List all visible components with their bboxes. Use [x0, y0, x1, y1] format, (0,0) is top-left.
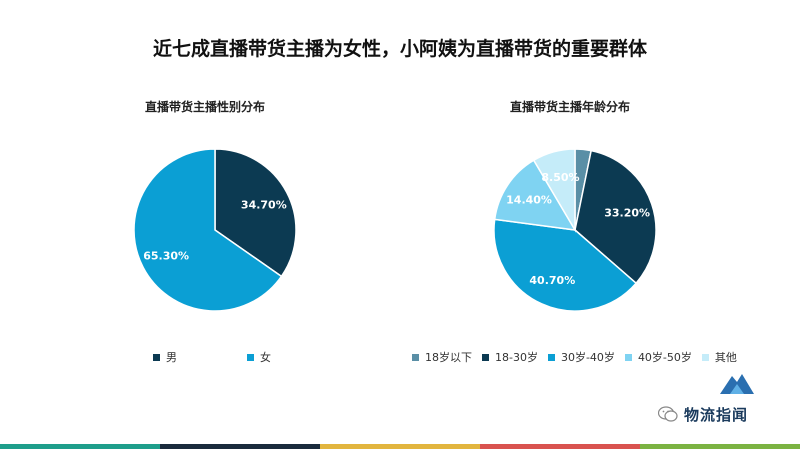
age-legend: 18岁以下 18-30岁 30岁-40岁 40岁-50岁 其他 — [412, 349, 747, 365]
legend-item-1-1: 18-30岁 — [482, 349, 538, 365]
legend-swatch — [247, 353, 254, 361]
footer-segment-4 — [640, 444, 800, 449]
legend-swatch — [547, 353, 555, 361]
legend-swatch — [412, 353, 419, 361]
pie-slice-1-2 — [493, 218, 638, 312]
gender-pie-chart: 34.70% 65.30% — [133, 148, 297, 312]
wechat-icon — [658, 406, 678, 422]
age-pie-chart: 33.20% 40.70% 14.40% 8.50% — [493, 148, 657, 312]
mountain-logo-icon — [720, 374, 754, 394]
legend-swatch — [624, 353, 632, 361]
page-title: 近七成直播带货主播为女性，小阿姨为直播带货的重要群体 — [152, 38, 647, 60]
legend-label: 18-30岁 — [495, 351, 538, 364]
legend-item-1-4: 其他 — [701, 349, 737, 365]
footer-segment-3 — [480, 444, 640, 449]
pie-slice-label-1-1: 33.20% — [604, 206, 650, 219]
pie-slice-1-4 — [532, 148, 576, 233]
watermark-text: 物流指闻 — [684, 406, 749, 424]
legend-label: 18岁以下 — [425, 351, 472, 364]
pie-slice-0-0 — [214, 148, 297, 278]
legend-label: 其他 — [714, 351, 737, 364]
watermark: 物流指闻 — [650, 370, 780, 430]
legend-label: 男 — [166, 351, 177, 364]
legend-label: 女 — [260, 351, 271, 364]
legend-item-1-0: 18岁以下 — [412, 349, 472, 365]
legend-item-0-0: 男 — [153, 349, 177, 365]
legend-item-0-1: 女 — [247, 349, 271, 365]
pie-slice-label-0-0: 34.70% — [241, 199, 287, 212]
footer-color-bar — [0, 444, 800, 449]
pie-slice-label-0-1: 65.30% — [143, 249, 189, 262]
pie-slice-1-1 — [574, 149, 657, 285]
legend-swatch — [482, 353, 489, 361]
gender-legend: 男女 — [153, 349, 341, 365]
pie-slice-1-3 — [493, 159, 577, 231]
pie-slice-label-1-3: 14.40% — [506, 194, 552, 207]
legend-label: 40岁-50岁 — [637, 351, 692, 364]
age-chart-title: 直播带货主播年龄分布 — [509, 100, 630, 114]
pie-slice-0-1 — [133, 148, 283, 312]
gender-chart-title: 直播带货主播性别分布 — [144, 100, 265, 114]
footer-segment-2 — [320, 444, 480, 449]
legend-swatch — [701, 353, 709, 361]
pie-slice-label-1-4: 8.50% — [541, 171, 579, 184]
legend-item-1-3: 40岁-50岁 — [624, 349, 692, 365]
footer-segment-1 — [160, 444, 320, 449]
pie-slice-label-1-2: 40.70% — [529, 274, 575, 287]
legend-label: 30岁-40岁 — [560, 351, 615, 364]
footer-segment-0 — [0, 444, 160, 449]
legend-swatch — [153, 353, 160, 361]
legend-item-1-2: 30岁-40岁 — [547, 349, 615, 365]
